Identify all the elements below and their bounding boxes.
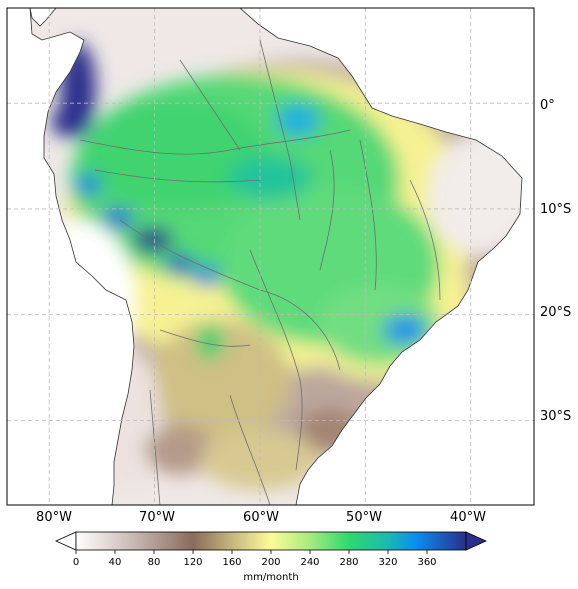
colorbar-tick-label: 320	[378, 557, 397, 568]
lon-tick-50w: 50°W	[346, 510, 382, 525]
lon-tick-labels: 80°W 70°W 60°W 50°W 40°W	[36, 510, 486, 525]
colorbar-max-extension	[465, 531, 487, 551]
lon-tick-80w: 80°W	[36, 510, 72, 525]
colorbar-gradient	[75, 531, 467, 551]
lat-tick-10s: 10°S	[540, 202, 571, 217]
lat-tick-labels: 0° 10°S 20°S 30°S	[540, 98, 571, 424]
grid-lines	[7, 8, 534, 505]
lon-tick-70w: 70°W	[139, 510, 175, 525]
colorbar-tick-label: 200	[261, 557, 280, 568]
map-border	[6, 7, 535, 506]
colorbar-units: mm/month	[243, 572, 298, 583]
colorbar-tick-label: 240	[300, 557, 319, 568]
colorbar-min-extension	[55, 531, 77, 551]
lon-tick-40w: 40°W	[450, 510, 486, 525]
colorbar-tick-label: 80	[148, 557, 161, 568]
colorbar-tick-label: 280	[339, 557, 358, 568]
colorbar-tick-label: 160	[222, 557, 241, 568]
lat-tick-30s: 30°S	[540, 409, 571, 424]
colorbar: 0 40 80 120 160 200 240 280 320 360 mm/month	[55, 531, 487, 583]
lat-tick-0: 0°	[540, 98, 555, 113]
colorbar-tick-label: 360	[417, 557, 436, 568]
colorbar-tick-label: 120	[183, 557, 202, 568]
colorbar-tick-label: 40	[109, 557, 122, 568]
lon-tick-60w: 60°W	[243, 510, 279, 525]
colorbar-tick-label: 0	[73, 557, 79, 568]
lat-tick-20s: 20°S	[540, 305, 571, 320]
